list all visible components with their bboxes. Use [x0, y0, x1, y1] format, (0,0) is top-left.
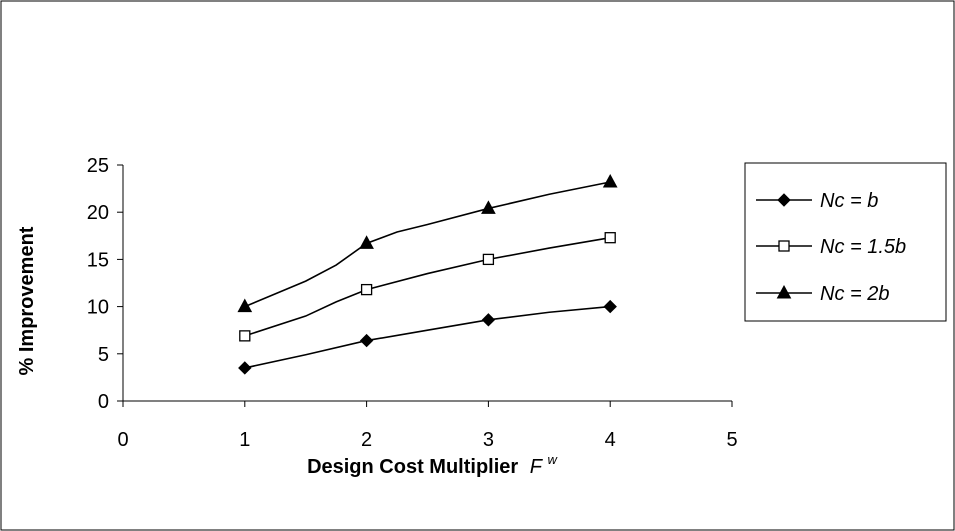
legend-label: Nc = 1.5b [820, 236, 906, 258]
x-axis-title: Design Cost Multiplier F w [307, 452, 558, 478]
y-tick-label: 0 [98, 391, 109, 413]
legend-item: Nc = 2b [756, 283, 889, 305]
series-line [244, 236, 611, 337]
series-line [244, 305, 611, 369]
legend-label: Nc = b [820, 190, 878, 212]
data-point [239, 330, 251, 342]
legend-label: Nc = 2b [820, 283, 889, 305]
legend: Nc = b Nc = 1.5b Nc = 2b [744, 162, 947, 322]
x-axis-title-text: Design Cost Multiplier [307, 456, 518, 478]
series-line [244, 181, 611, 308]
y-tick-label: 5 [98, 344, 109, 366]
legend-marker [778, 240, 790, 252]
x-tick-label: 2 [361, 429, 372, 451]
x-tick-label: 5 [726, 429, 737, 451]
x-tick-label: 3 [483, 429, 494, 451]
legend-marker [777, 193, 791, 207]
legend-marker [776, 284, 792, 299]
x-axis-symbol: F [530, 456, 544, 478]
series-1 [238, 299, 617, 375]
axes: 0 5 10 15 20 25 0 1 2 3 4 5 [87, 155, 738, 451]
legend-item: Nc = b [756, 190, 878, 212]
y-tick-label: 15 [87, 249, 109, 271]
legend-items: Nc = b Nc = 1.5b Nc = 2b [756, 190, 906, 305]
x-axis-superscript: w [548, 452, 559, 467]
data-point [359, 235, 374, 249]
y-tick-label: 20 [87, 202, 109, 224]
y-tick-label: 10 [87, 297, 109, 319]
data-point [602, 173, 618, 188]
series-layer [237, 173, 618, 375]
data-point [237, 298, 253, 313]
data-point [481, 313, 496, 327]
data-point [360, 283, 373, 296]
data-point [359, 333, 374, 348]
data-point [482, 253, 495, 266]
x-tick-label: 4 [605, 429, 616, 451]
legend-item: Nc = 1.5b [756, 236, 906, 258]
data-point [604, 232, 616, 244]
x-tick-label: 1 [239, 429, 250, 451]
data-point [481, 200, 496, 214]
y-axis-title: % Improvement [16, 226, 38, 375]
y-tick-label: 25 [87, 155, 109, 177]
series-3 [237, 173, 618, 313]
data-point [603, 299, 617, 314]
x-tick-label: 0 [117, 429, 128, 451]
data-point [238, 361, 252, 375]
series-2 [239, 232, 616, 342]
